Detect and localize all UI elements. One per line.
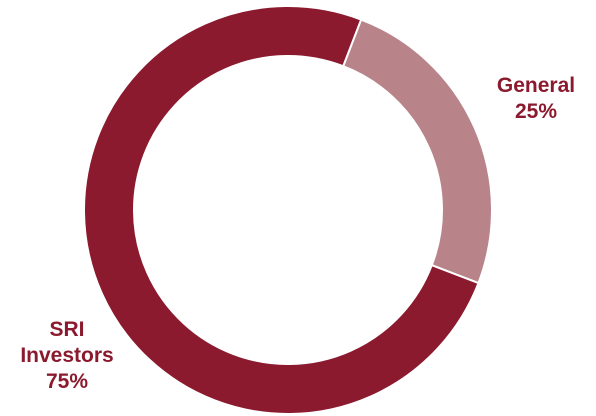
slice-label-sri-investors: SRI Investors 75%	[0, 317, 134, 395]
slice-label-sri-value: 75%	[45, 370, 89, 393]
slice-label-sri-name-line2: Investors	[20, 344, 114, 367]
slice-label-sri-name-line1: SRI	[49, 318, 85, 341]
slice-label-general-name: General	[496, 74, 576, 97]
donut-slice-sri-investors	[83, 5, 480, 415]
slice-label-general: General 25%	[478, 73, 594, 125]
donut-slice-general	[341, 18, 493, 285]
donut-slices	[83, 5, 493, 415]
slice-label-general-value: 25%	[514, 100, 558, 123]
